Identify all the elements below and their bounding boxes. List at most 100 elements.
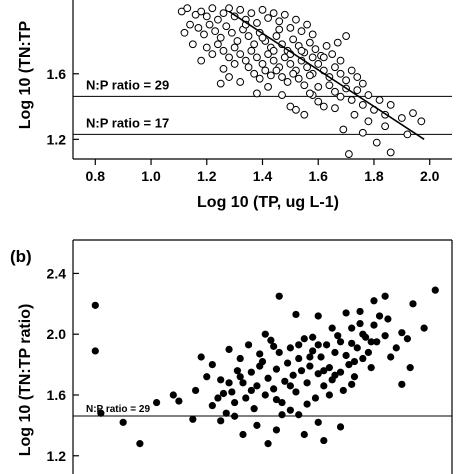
data-point	[272, 32, 281, 40]
data-point	[381, 332, 389, 340]
data-point	[275, 17, 284, 26]
panel-a-reference-lines: N:P ratio = 29 N:P ratio = 17	[73, 77, 452, 135]
data-point	[264, 374, 272, 382]
data-point	[336, 92, 345, 101]
data-point	[367, 338, 375, 346]
data-point	[364, 348, 372, 357]
data-point	[278, 73, 286, 81]
panel-a-y-ticks: 1.2 1.6	[47, 66, 79, 147]
data-point	[222, 22, 231, 31]
data-point	[247, 46, 256, 55]
data-point	[339, 386, 347, 395]
data-point	[342, 76, 351, 85]
data-point	[356, 307, 364, 316]
data-point	[303, 63, 311, 72]
data-point	[253, 421, 261, 429]
data-point	[300, 110, 309, 119]
data-point	[205, 20, 214, 29]
data-point	[216, 79, 225, 88]
y-tick-label: 1.6	[47, 66, 67, 82]
data-point	[244, 341, 253, 349]
data-point	[300, 430, 308, 439]
data-point	[308, 53, 317, 62]
data-point	[219, 64, 228, 73]
data-point	[297, 27, 306, 36]
data-point	[325, 81, 334, 90]
data-point	[119, 418, 127, 426]
data-point	[331, 348, 339, 357]
data-point	[295, 341, 303, 349]
data-point	[397, 114, 406, 122]
data-point	[153, 398, 161, 407]
panel-a-x-ticks: 0.8 1.0 1.2 1.4 1.6 1.8 2.0	[86, 159, 440, 184]
data-point	[350, 357, 359, 366]
data-point	[214, 40, 222, 49]
data-point	[244, 32, 253, 40]
data-point	[203, 373, 211, 381]
reference-line-label: N:P ratio = 29	[86, 77, 169, 92]
data-point	[177, 7, 186, 16]
data-point	[214, 15, 222, 24]
data-point	[250, 405, 258, 413]
data-point	[386, 101, 395, 109]
data-point	[322, 41, 331, 50]
data-point	[219, 9, 228, 18]
regression-line	[228, 10, 425, 140]
x-tick-label: 1.6	[309, 168, 329, 184]
data-point	[331, 87, 339, 96]
data-point	[319, 102, 328, 111]
data-point	[253, 19, 261, 27]
data-point	[241, 56, 250, 65]
data-point	[183, 4, 192, 13]
data-point	[417, 117, 426, 126]
data-point	[97, 409, 105, 417]
data-point	[286, 406, 294, 414]
data-point	[264, 14, 272, 22]
y-tick-label: 1.2	[47, 131, 67, 147]
data-point	[325, 391, 333, 399]
data-point	[409, 300, 417, 308]
data-point	[283, 78, 292, 86]
data-point	[267, 336, 275, 344]
data-point	[344, 150, 353, 158]
data-point	[91, 347, 99, 355]
data-point	[225, 4, 233, 13]
data-point	[256, 350, 264, 358]
data-point	[258, 60, 267, 68]
data-point	[270, 385, 278, 393]
data-point	[295, 354, 303, 363]
data-point	[353, 73, 362, 81]
data-point	[270, 342, 278, 350]
data-point	[336, 56, 345, 65]
data-point	[264, 50, 272, 58]
data-point	[314, 60, 323, 68]
data-point	[242, 394, 250, 402]
data-point	[278, 398, 286, 407]
data-point	[431, 286, 439, 294]
data-point	[225, 379, 233, 387]
reference-line-label: N:P ratio = 17	[86, 115, 169, 130]
data-point	[364, 117, 373, 126]
data-point	[398, 329, 406, 337]
data-point	[272, 426, 281, 434]
data-point	[256, 362, 264, 370]
data-point	[350, 373, 359, 381]
data-point	[216, 33, 225, 42]
data-point	[227, 28, 236, 37]
data-point	[386, 148, 395, 157]
panel-b-y-axis-title: Log 10 (TN:TP ratio)	[17, 304, 34, 457]
data-point	[375, 96, 384, 104]
data-point	[197, 56, 206, 65]
data-point	[269, 56, 278, 65]
data-point	[367, 364, 375, 372]
data-point	[258, 5, 267, 14]
data-point	[202, 43, 211, 52]
data-point	[314, 341, 322, 349]
data-point	[384, 315, 392, 323]
data-point	[303, 400, 311, 408]
data-point	[253, 382, 261, 390]
data-point	[347, 66, 356, 75]
data-point	[314, 312, 322, 320]
data-point	[180, 28, 189, 37]
data-point	[320, 367, 328, 375]
